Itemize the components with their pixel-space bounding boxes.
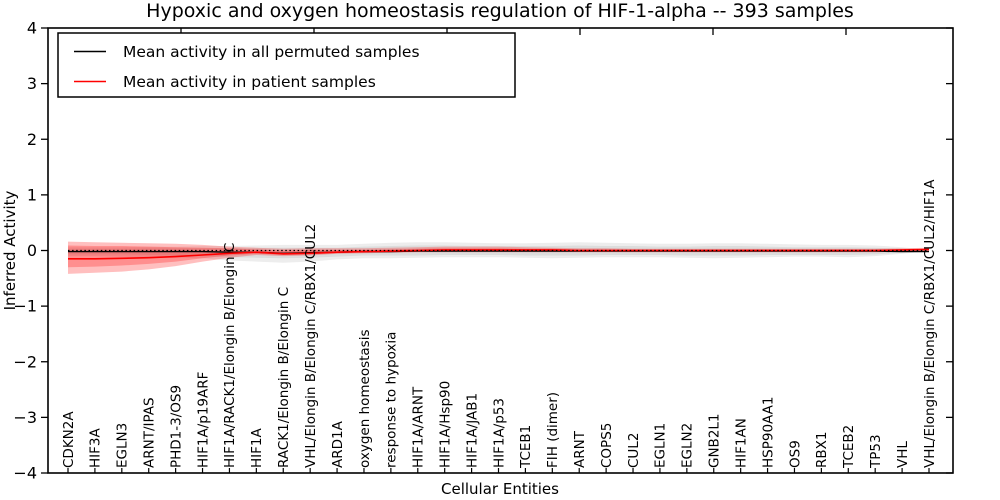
x-tick-label: GNB2L1 — [707, 413, 723, 468]
x-tick-label: TP53 — [868, 434, 884, 469]
legend: Mean activity in all permuted samples Me… — [57, 32, 516, 98]
y-tick-label: 3 — [27, 74, 37, 93]
patient-range-outer-band — [68, 241, 929, 274]
x-tick-label: response to hypoxia — [384, 332, 400, 468]
y-tick-label: −3 — [13, 408, 37, 427]
x-tick-label: RACK1/Elongin B/Elongin C — [276, 287, 292, 468]
axes-spines — [47, 27, 954, 474]
x-tick-label: TCEB1 — [518, 425, 534, 469]
y-tick-label: 0 — [27, 241, 37, 260]
x-tick-label: HIF1A/RACK1/Elongin B/Elongin C — [222, 243, 238, 468]
x-tick-label: VHL — [895, 441, 911, 468]
y-tick-label: 4 — [27, 19, 37, 38]
x-tick-label: CUL2 — [626, 433, 642, 468]
x-tick-label: ARNT — [572, 430, 588, 468]
x-tick-label: EGLN2 — [680, 423, 696, 468]
x-tick-label: HIF1A/JAB1 — [464, 393, 480, 468]
plot-area: 4 3 2 1 0 −1 −2 −3 −4 CDKN2A HIF3A EGLN3 ARNT/IPAS PH… — [13, 19, 953, 483]
x-tick-label: EGLN3 — [115, 423, 131, 468]
y-tick-label: 2 — [27, 130, 37, 149]
x-tick-label: HIF1A/p19ARF — [195, 372, 211, 468]
legend-label-permuted: Mean activity in all permuted samples — [123, 43, 420, 61]
legend-box — [57, 32, 516, 98]
x-tick-label: TCEB2 — [841, 425, 857, 469]
x-tick-label: CDKN2A — [61, 411, 77, 468]
y-tick-label: −2 — [13, 352, 37, 371]
x-tick-label: VHL/Elongin B/Elongin C/RBX1/CUL2 — [303, 224, 319, 468]
x-tick-label: HIF1A — [249, 428, 265, 468]
y-tick-label: −1 — [13, 297, 37, 316]
permuted-range-outer-band — [68, 242, 929, 263]
x-tick-label: COPS5 — [599, 423, 615, 468]
x-tick-label: VHL/Elongin B/Elongin C/RBX1/CUL2/HIF1A — [922, 179, 938, 468]
x-tick-label: HIF3A — [88, 428, 104, 468]
chart-title: Hypoxic and oxygen homeostasis regulatio… — [146, 0, 854, 22]
x-tick-label: HIF1A/ARNT — [411, 386, 427, 468]
x-axis-title: Cellular Entities — [441, 480, 559, 498]
y-tick-label: −4 — [13, 464, 37, 483]
y-tick-label: 1 — [27, 185, 37, 204]
legend-label-patient: Mean activity in patient samples — [123, 73, 376, 91]
x-tick-label: oxygen homeostasis — [357, 330, 373, 469]
permuted-range-inner-band — [68, 245, 929, 259]
x-tick-label: HSP90AA1 — [760, 397, 776, 468]
x-tick-label: ARNT/IPAS — [142, 397, 158, 468]
x-tick-label: FIH (dimer) — [545, 392, 561, 468]
x-tick-label: HIF1AN — [733, 418, 749, 468]
x-tick-label: HIF1A/p53 — [491, 398, 507, 468]
x-tick-label: PHD1-3/OS9 — [168, 385, 184, 468]
x-tick-label: HIF1A/Hsp90 — [437, 381, 453, 468]
x-tick-label: OS9 — [787, 440, 803, 468]
y-axis-title: Inferred Activity — [1, 190, 19, 310]
x-tick-label: RBX1 — [814, 432, 830, 468]
x-tick-label: EGLN1 — [653, 423, 669, 468]
x-tick-label: ARD1A — [330, 420, 346, 468]
